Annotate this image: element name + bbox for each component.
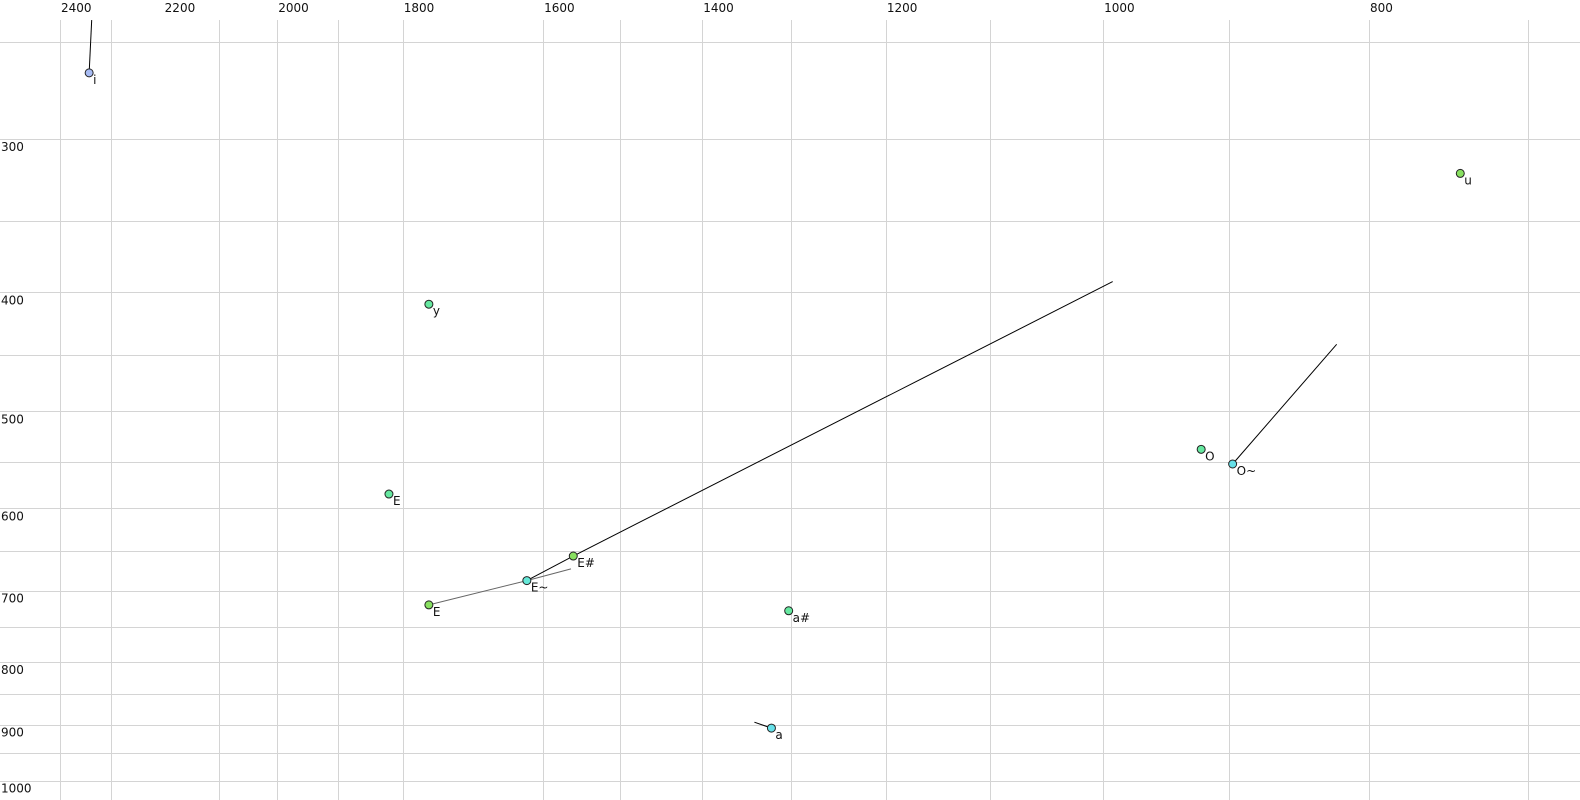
vowel-label: O~ [1237, 464, 1257, 478]
x-tick-label: 1400 [703, 1, 734, 15]
y-tick-label: 600 [1, 509, 24, 523]
vowel-label: a# [793, 611, 810, 625]
x-tick-label: 2200 [165, 1, 196, 15]
vowel-point [1228, 459, 1238, 469]
vowel-label: E [433, 605, 441, 619]
axis-ticks: 2400 2200 2000 1800 1600 1400 1200 1000 800 300 40… [1, 1, 1393, 796]
y-tick-label: 700 [1, 592, 24, 606]
x-tick-label: 1000 [1104, 1, 1135, 15]
x-tick-label: 2000 [278, 1, 309, 15]
trajectory-line [1232, 344, 1338, 465]
vowel-point [766, 723, 776, 733]
vowel-label: E~ [531, 581, 549, 595]
y-tick-label: 400 [1, 293, 24, 307]
vowel-point [1455, 168, 1465, 178]
vowel-point [424, 299, 434, 309]
vowel-point [522, 576, 532, 586]
vowel-point [424, 600, 434, 610]
vowel-point [1196, 444, 1206, 454]
y-tick-label: 900 [1, 726, 24, 740]
vowel-point [784, 606, 794, 616]
vowel-label: y [433, 304, 440, 318]
x-tick-label: 2400 [61, 1, 92, 15]
vowel-label: E [393, 494, 401, 508]
x-tick-label: 800 [1370, 1, 1393, 15]
vowel-point [568, 551, 578, 561]
y-tick-label: 1000 [1, 782, 32, 796]
vowel-label: E# [577, 556, 595, 570]
x-tick-label: 1600 [544, 1, 575, 15]
trajectories [88, 20, 1338, 729]
trajectory-line [428, 568, 572, 606]
vowel-point [84, 68, 94, 78]
vowel-point [384, 489, 394, 499]
vowel-label: O [1205, 449, 1214, 463]
data-points: i u y E E E~ E# a# a O O~ [84, 68, 1472, 742]
vowel-label: i [93, 73, 96, 87]
y-tick-label: 300 [1, 140, 24, 154]
x-tick-label: 1800 [404, 1, 435, 15]
trajectory-line [88, 20, 93, 73]
y-tick-label: 800 [1, 663, 24, 677]
grid [0, 20, 1580, 800]
y-tick-label: 500 [1, 412, 24, 426]
x-tick-label: 1200 [887, 1, 918, 15]
trajectory-line [526, 281, 1113, 582]
vowel-label: u [1464, 173, 1472, 187]
vowel-label: a [775, 728, 782, 742]
